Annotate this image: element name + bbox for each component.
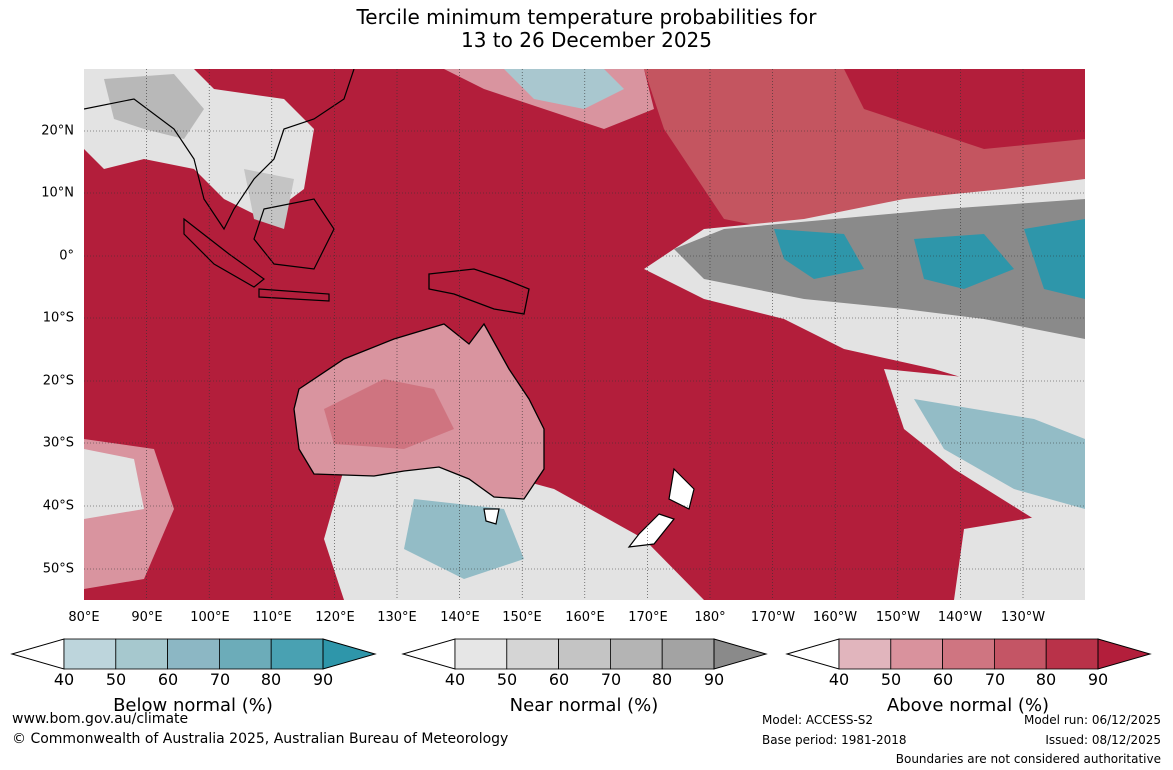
colorbar-cell: [558, 638, 611, 670]
below-normal-patch-3: [1024, 219, 1085, 299]
lat-label-40s: 40°S: [42, 498, 74, 514]
colorbar-below-normal-low-end: [10, 638, 65, 670]
colorbar-cell: [993, 638, 1047, 670]
lon-label-160w: 160°W: [812, 610, 858, 625]
chart-title-line-1: Tercile minimum temperature probabilitie…: [356, 5, 817, 29]
legend-title-below-normal: Below normal (%): [113, 695, 273, 716]
lon-label-140e: 140°E: [440, 610, 480, 625]
below-normal-region-se-pacific: [914, 399, 1085, 509]
map-svg: [84, 69, 1085, 600]
copyright-text: © Commonwealth of Australia 2025, Austra…: [12, 731, 509, 747]
colorbar-tick: 40: [444, 670, 466, 689]
below-normal-patch-1: [774, 229, 864, 279]
colorbar-tick: 70: [984, 670, 1006, 689]
legend-title-near-normal: Near normal (%): [509, 695, 659, 716]
map-gridlines: [84, 69, 1085, 600]
tasmania-outline: [483, 508, 500, 525]
chart-title-line-2: 13 to 26 December 2025: [460, 28, 712, 52]
lon-label-100e: 100°E: [190, 610, 230, 625]
colorbar-tick: 80: [1035, 670, 1057, 689]
lon-label-180: 180°: [694, 610, 726, 625]
colorbar-cell: [115, 638, 169, 670]
colorbar-cell: [890, 638, 944, 670]
colorbar-tick: 60: [157, 670, 179, 689]
colorbar-cell: [942, 638, 995, 670]
colorbar-tick: 40: [828, 670, 850, 689]
colorbar-cell: [661, 638, 715, 670]
lat-label-10s: 10°S: [42, 310, 74, 326]
colorbar-near-normal-high-end: [713, 638, 768, 670]
lon-label-150e: 150°E: [502, 610, 542, 625]
colorbar-cell: [838, 638, 892, 670]
asia-coastline: [84, 69, 355, 231]
near-normal-region-far-south: [954, 509, 1085, 600]
australia-above-normal-60: [324, 379, 454, 449]
below-normal-patch-north: [504, 69, 624, 109]
legend-title-above-normal: Above normal (%): [886, 695, 1050, 716]
colorbar-near-normal: [401, 638, 768, 670]
java-outline: [258, 288, 330, 302]
colorbar-tick: 50: [880, 670, 902, 689]
lon-label-170w: 170°W: [750, 610, 796, 625]
colorbar-tick: 90: [312, 670, 334, 689]
lon-label-140w: 140°W: [937, 610, 983, 625]
colorbar-above-normal-high-end: [1097, 638, 1152, 670]
lon-label-170e: 170°E: [628, 610, 668, 625]
colorbar-cell: [270, 638, 324, 670]
near-normal-sw-indian: [84, 449, 144, 519]
base-period: Base period: 1981-2018: [762, 733, 907, 747]
issued-date: Issued: 08/12/2025: [1045, 733, 1161, 747]
colorbar-below-normal-high-end: [322, 638, 377, 670]
near-normal-60-se-asia: [104, 74, 204, 139]
sumatra-outline: [183, 217, 265, 288]
model-run-date: Model run: 06/12/2025: [1023, 713, 1161, 727]
colorbar-cell: [1045, 638, 1099, 670]
model-name: Model: ACCESS-S2: [762, 713, 874, 727]
colorbar-tick: 70: [209, 670, 231, 689]
lon-label-130e: 130°E: [377, 610, 417, 625]
near-normal-region-tasman: [324, 459, 704, 600]
colorbar-tick: 60: [548, 670, 570, 689]
colorbar-cell: [454, 638, 508, 670]
lon-label-90e: 90°E: [131, 610, 163, 625]
colorbar-near-normal-low-end: [401, 638, 456, 670]
below-normal-patch-2: [914, 234, 1014, 289]
colorbar-cell: [506, 638, 560, 670]
colorbar-tick: 40: [53, 670, 75, 689]
colorbar-tick: 70: [600, 670, 622, 689]
lat-label-30s: 30°S: [42, 435, 74, 451]
lat-label-10n: 10°N: [41, 185, 74, 201]
lat-label-equator: 0°: [59, 248, 74, 264]
new-zealand-outline: [627, 467, 695, 548]
colorbar-cell: [609, 638, 663, 670]
colorbar-tick: 80: [651, 670, 673, 689]
colorbar-cell: [167, 638, 220, 670]
website-link: www.bom.gov.au/climate: [12, 711, 189, 727]
colorbar-above-normal: [785, 638, 1152, 670]
lat-label-50s: 50°S: [42, 561, 74, 577]
colorbar-below-normal: [10, 638, 377, 670]
colorbar-tick: 90: [703, 670, 725, 689]
lon-label-150w: 150°W: [875, 610, 921, 625]
boundaries-disclaimer: Boundaries are not considered authoritat…: [895, 752, 1161, 766]
lon-label-120e: 120°E: [315, 610, 355, 625]
colorbar-tick: 50: [105, 670, 127, 689]
lat-label-20s: 20°S: [42, 373, 74, 389]
lon-label-130w: 130°W: [1000, 610, 1046, 625]
colorbar-above-normal-low-end: [785, 638, 840, 670]
lat-label-20n: 20°N: [41, 123, 74, 139]
colorbar-tick: 60: [932, 670, 954, 689]
probability-map: [84, 69, 1085, 600]
near-normal-patch-indochina: [244, 169, 294, 229]
colorbar-cell: [218, 638, 272, 670]
colorbar-cell: [63, 638, 117, 670]
new-guinea-outline: [428, 268, 530, 315]
colorbar-tick: 50: [496, 670, 518, 689]
lon-label-80e: 80°E: [68, 610, 100, 625]
lon-label-110e: 110°E: [252, 610, 292, 625]
colorbar-tick: 80: [260, 670, 282, 689]
colorbar-tick: 90: [1087, 670, 1109, 689]
lon-label-160e: 160°E: [565, 610, 605, 625]
borneo-outline: [253, 198, 335, 270]
